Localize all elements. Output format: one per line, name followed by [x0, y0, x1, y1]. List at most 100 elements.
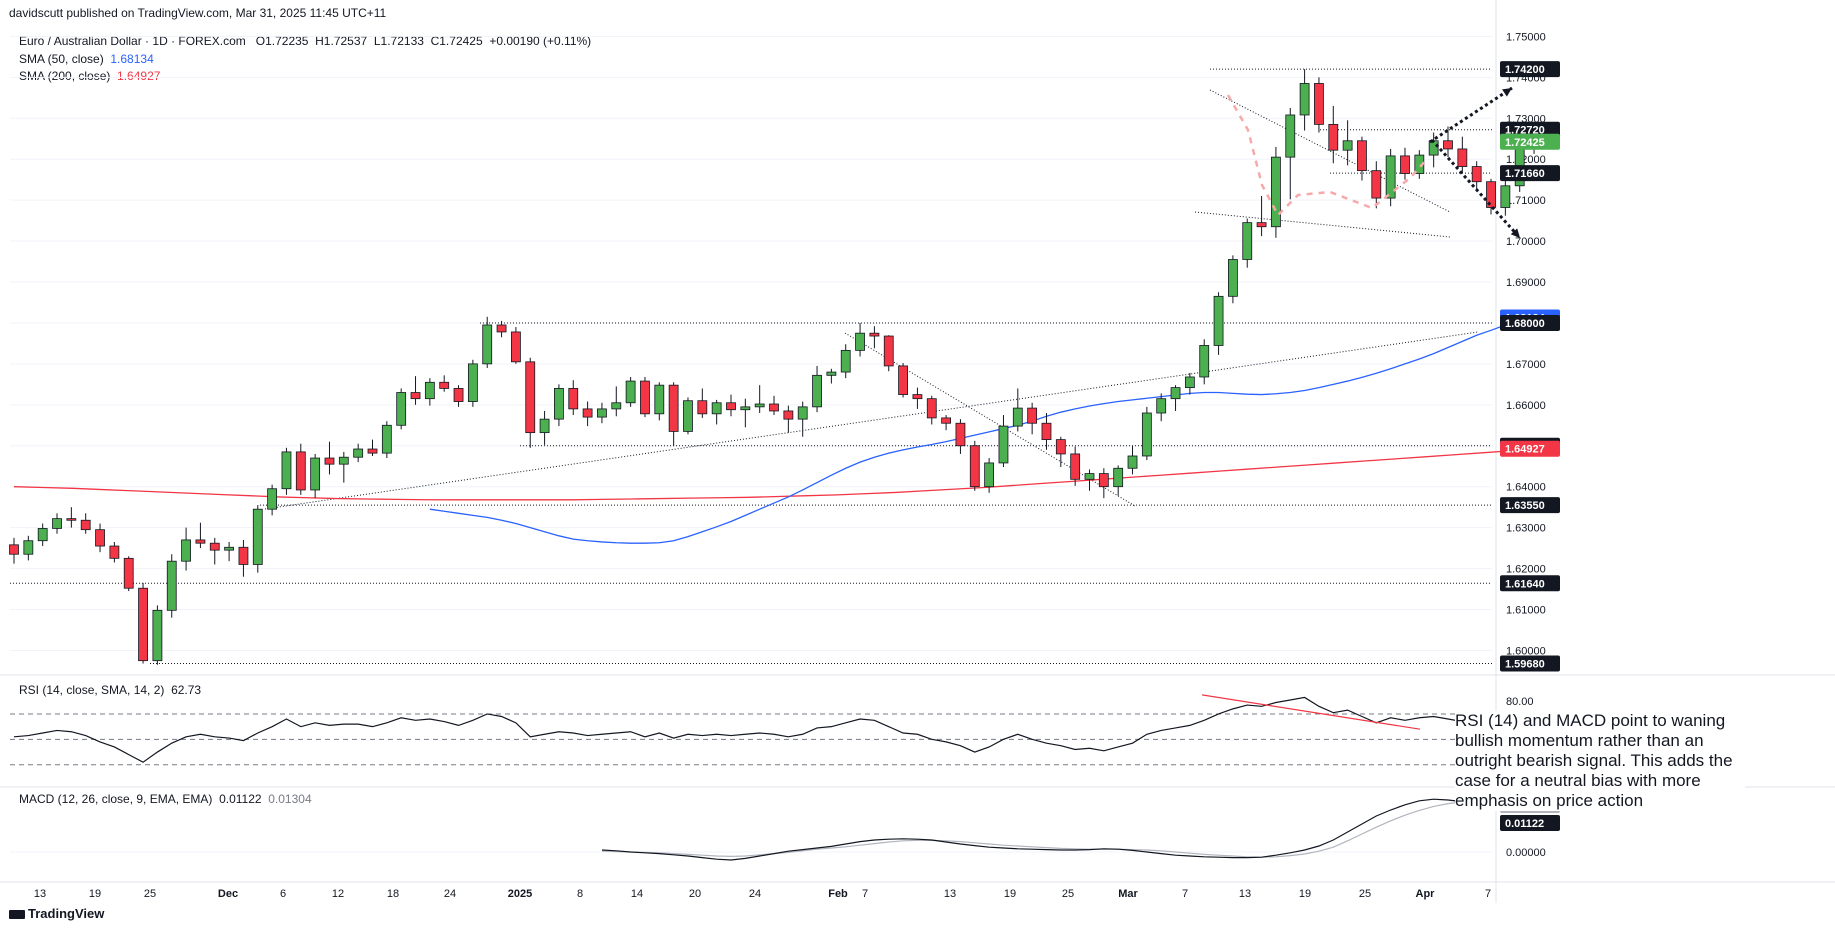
candle-body	[912, 394, 923, 400]
price-tick-label: 1.66000	[1506, 400, 1546, 412]
rsi-legend[interactable]: RSI (14, close, SMA, 14, 2) 62.73	[19, 683, 201, 697]
candle-body	[568, 388, 579, 410]
candle-body	[797, 406, 808, 420]
candle-body	[496, 324, 507, 333]
candle-body	[1328, 123, 1339, 151]
candle-body	[1098, 473, 1109, 488]
candle-body	[984, 462, 995, 488]
candle-body	[381, 424, 392, 454]
macd-legend[interactable]: MACD (12, 26, close, 9, EMA, EMA) 0.0112…	[19, 792, 312, 806]
rsi-value: 62.73	[171, 683, 202, 697]
candle-body	[754, 403, 765, 408]
bullish-arrow	[1429, 86, 1513, 144]
x-tick-label: 25	[144, 888, 156, 900]
candle-body	[482, 324, 493, 365]
x-tick-label: 7	[1182, 888, 1188, 900]
low-value: L1.72133	[373, 34, 424, 48]
candle-body	[410, 392, 421, 400]
x-tick-label: 13	[944, 888, 956, 900]
high-value: H1.72537	[315, 34, 368, 48]
price-tick-label: 1.72000	[1506, 154, 1546, 166]
price-tick-label: 1.75000	[1506, 31, 1546, 43]
price-label-badge	[1500, 440, 1560, 457]
symbol-name[interactable]: Euro / Australian Dollar · 1D · FOREX.co…	[19, 34, 246, 48]
x-tick-label: 14	[631, 888, 643, 900]
publisher-line: davidscutt published on TradingView.com,…	[9, 6, 387, 20]
candle-body	[1400, 155, 1410, 174]
macd-value: 0.01122	[219, 792, 262, 806]
price-label-text: 1.59680	[1505, 659, 1545, 671]
projected-path	[1226, 94, 1429, 218]
candle-body	[324, 457, 335, 465]
price-label-badge	[1500, 121, 1560, 138]
price-tick-label: 1.69000	[1506, 277, 1546, 289]
tradingview-logo[interactable]: TradingView	[9, 906, 104, 921]
price-label-text: 1.61640	[1505, 578, 1545, 590]
candle-body	[1314, 83, 1324, 125]
macd-line	[601, 798, 1535, 861]
sma200-legend[interactable]: SMA (200, close) 1.64927	[19, 69, 160, 83]
candle-body	[181, 539, 191, 562]
price-label-badge	[1500, 165, 1560, 182]
x-tick-label: Feb	[828, 888, 848, 900]
candle-body	[1113, 467, 1124, 488]
candle-body	[1127, 455, 1138, 469]
candle-body	[152, 609, 163, 662]
candle-body	[1156, 398, 1167, 414]
candle-body	[367, 448, 378, 454]
sma50-legend[interactable]: SMA (50, close) 1.68134	[19, 52, 154, 66]
x-tick-label: 7	[1485, 888, 1491, 900]
candle-body	[23, 540, 34, 555]
close-value: C1.72425	[430, 34, 483, 48]
candle-body	[209, 542, 220, 551]
change-value: +0.00190 (+0.11%)	[489, 34, 592, 48]
price-tick-label: 1.61000	[1506, 605, 1546, 617]
candle-body	[640, 380, 650, 415]
candle-body	[597, 408, 607, 418]
candle-body	[969, 445, 980, 488]
candle-body	[52, 518, 62, 529]
price-label-badge	[1500, 133, 1560, 150]
x-tick-label: 7	[862, 888, 868, 900]
x-tick-label: 18	[387, 888, 399, 900]
candle-body	[726, 402, 736, 411]
price-label-text: 1.63550	[1505, 500, 1545, 512]
candle-body	[396, 392, 407, 426]
candle-body	[238, 546, 249, 565]
sma200-line	[13, 447, 1543, 501]
macd-signal-value: 0.01304	[268, 792, 312, 806]
price-label-text: 1.72720	[1505, 125, 1545, 137]
candle-body	[1486, 181, 1496, 208]
tradingview-footer: TradingView	[28, 906, 105, 921]
price-label-badge	[1500, 314, 1560, 331]
candle-body	[683, 400, 693, 432]
candle-body	[840, 349, 851, 373]
candle-body	[1070, 453, 1081, 480]
trendline	[1194, 211, 1451, 238]
x-tick-label: 12	[332, 888, 344, 900]
macd-tick-label: 0.00000	[1506, 847, 1546, 859]
price-tick-label: 1.64000	[1506, 482, 1546, 494]
x-tick-label: 13	[1239, 888, 1251, 900]
price-label-text: 1.68000	[1505, 318, 1545, 330]
candle-body	[338, 456, 349, 465]
candle-body	[224, 546, 235, 551]
candle-body	[525, 361, 536, 434]
x-tick-label: Apr	[1416, 888, 1436, 900]
candle-body	[66, 518, 77, 521]
candle-body	[611, 402, 622, 410]
candle-body	[539, 418, 550, 434]
price-label-badge	[1500, 497, 1560, 514]
candle-body	[439, 381, 450, 389]
x-tick-label: 20	[689, 888, 701, 900]
x-tick-label: 19	[1004, 888, 1016, 900]
candle-body	[353, 448, 364, 458]
macd-signal-line	[601, 798, 1535, 858]
x-tick-label: Dec	[218, 888, 238, 900]
candle-body	[453, 388, 464, 402]
candle-body	[1242, 222, 1253, 260]
candle-body	[138, 587, 148, 662]
candle-body	[941, 417, 951, 424]
candle-body	[467, 363, 478, 402]
candle-body	[783, 410, 794, 420]
